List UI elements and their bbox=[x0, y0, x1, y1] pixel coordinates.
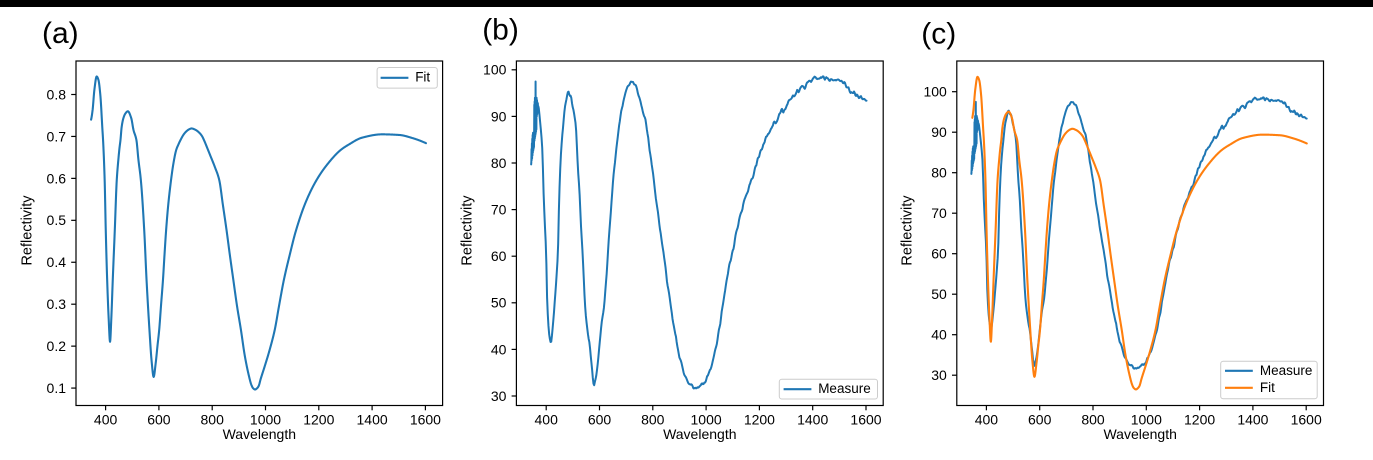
svg-text:800: 800 bbox=[641, 412, 665, 428]
svg-text:90: 90 bbox=[491, 108, 507, 124]
svg-text:1200: 1200 bbox=[1184, 412, 1215, 428]
svg-text:Fit: Fit bbox=[1260, 380, 1275, 395]
svg-text:1400: 1400 bbox=[797, 412, 828, 428]
svg-text:60: 60 bbox=[931, 246, 947, 262]
svg-text:1200: 1200 bbox=[303, 412, 334, 428]
svg-text:1600: 1600 bbox=[410, 412, 441, 428]
svg-text:1400: 1400 bbox=[357, 412, 388, 428]
svg-text:0.4: 0.4 bbox=[47, 254, 67, 270]
svg-text:40: 40 bbox=[931, 327, 947, 343]
svg-text:1400: 1400 bbox=[1237, 412, 1268, 428]
svg-text:1200: 1200 bbox=[744, 412, 775, 428]
svg-text:100: 100 bbox=[923, 84, 947, 100]
svg-text:80: 80 bbox=[931, 165, 947, 181]
svg-text:100: 100 bbox=[483, 62, 507, 78]
svg-text:400: 400 bbox=[94, 412, 118, 428]
svg-text:1600: 1600 bbox=[850, 412, 881, 428]
svg-text:800: 800 bbox=[201, 412, 225, 428]
svg-text:Measure: Measure bbox=[1260, 363, 1313, 378]
svg-text:40: 40 bbox=[491, 341, 507, 357]
svg-text:70: 70 bbox=[931, 205, 947, 221]
svg-text:600: 600 bbox=[147, 412, 171, 428]
svg-text:0.2: 0.2 bbox=[47, 338, 67, 354]
svg-text:0.6: 0.6 bbox=[47, 170, 67, 186]
svg-text:Reflectivity: Reflectivity bbox=[900, 195, 916, 266]
svg-text:(c): (c) bbox=[921, 18, 956, 51]
svg-text:Reflectivity: Reflectivity bbox=[460, 195, 476, 266]
svg-text:1000: 1000 bbox=[691, 412, 722, 428]
svg-text:0.1: 0.1 bbox=[47, 380, 67, 396]
svg-text:0.7: 0.7 bbox=[47, 128, 67, 144]
svg-text:30: 30 bbox=[931, 367, 947, 383]
svg-text:30: 30 bbox=[491, 388, 507, 404]
svg-text:Fit: Fit bbox=[415, 69, 430, 84]
svg-text:0.8: 0.8 bbox=[47, 86, 67, 102]
svg-text:80: 80 bbox=[491, 155, 507, 171]
svg-text:Wavelength: Wavelength bbox=[663, 426, 736, 442]
svg-text:0.5: 0.5 bbox=[47, 212, 67, 228]
svg-text:0.3: 0.3 bbox=[47, 296, 67, 312]
svg-text:400: 400 bbox=[975, 412, 999, 428]
svg-text:1600: 1600 bbox=[1291, 412, 1322, 428]
svg-text:50: 50 bbox=[491, 295, 507, 311]
svg-text:Wavelength: Wavelength bbox=[1103, 426, 1176, 442]
svg-text:Measure: Measure bbox=[818, 381, 871, 396]
svg-text:90: 90 bbox=[931, 124, 947, 140]
svg-text:1000: 1000 bbox=[250, 412, 281, 428]
svg-text:(b): (b) bbox=[482, 13, 519, 46]
svg-text:1000: 1000 bbox=[1131, 412, 1162, 428]
svg-text:800: 800 bbox=[1081, 412, 1105, 428]
svg-text:600: 600 bbox=[588, 412, 612, 428]
svg-text:70: 70 bbox=[491, 202, 507, 218]
svg-text:60: 60 bbox=[491, 248, 507, 264]
svg-text:400: 400 bbox=[535, 412, 559, 428]
svg-text:(a): (a) bbox=[42, 17, 79, 50]
svg-text:Wavelength: Wavelength bbox=[223, 426, 296, 442]
svg-text:50: 50 bbox=[931, 286, 947, 302]
svg-text:600: 600 bbox=[1028, 412, 1052, 428]
svg-text:Reflectivity: Reflectivity bbox=[20, 195, 36, 266]
